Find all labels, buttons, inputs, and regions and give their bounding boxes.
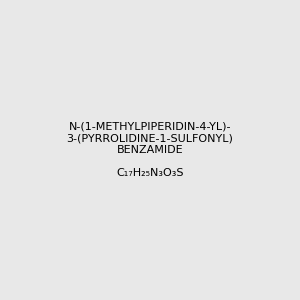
Text: N-(1-METHYLPIPERIDIN-4-YL)-
3-(PYRROLIDINE-1-SULFONYL)
BENZAMIDE

C₁₇H₂₅N₃O₃S: N-(1-METHYLPIPERIDIN-4-YL)- 3-(PYRROLIDI…	[67, 122, 233, 178]
